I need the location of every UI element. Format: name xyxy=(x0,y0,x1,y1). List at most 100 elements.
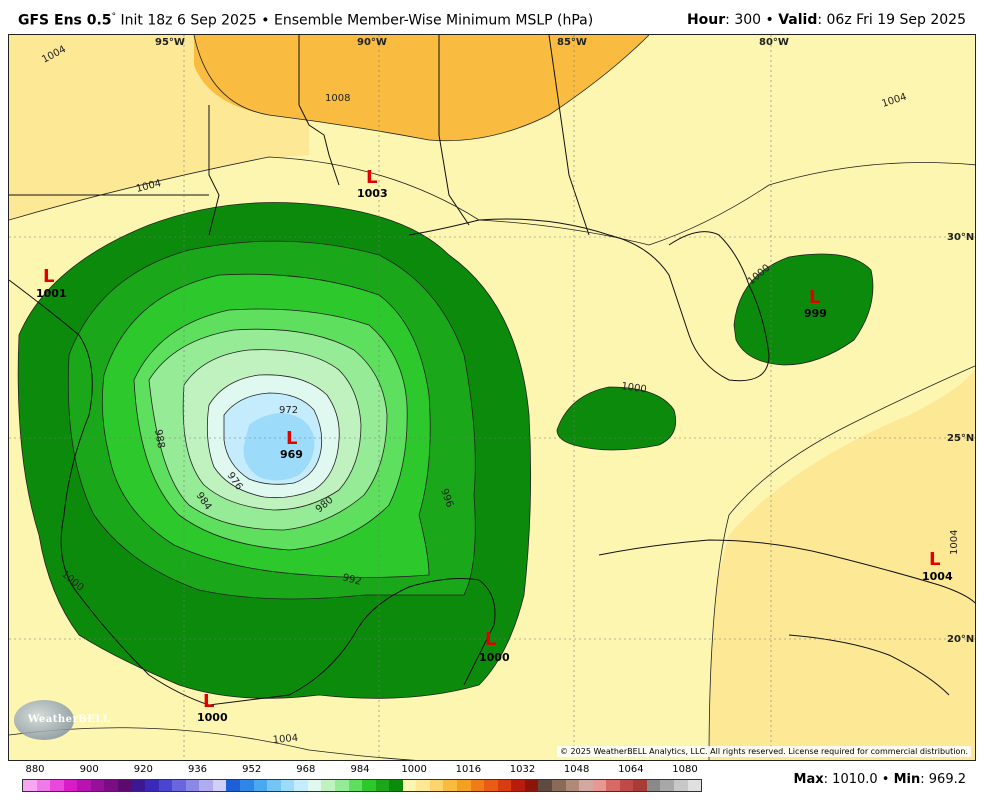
low-symbol: L xyxy=(485,629,496,650)
colorbar-swatch xyxy=(131,780,146,791)
colorbar-swatch xyxy=(389,780,403,791)
colorbar-swatch xyxy=(565,780,580,791)
map-header: GFS Ens 0.5° Init 18z 6 Sep 2025 • Ensem… xyxy=(0,0,984,34)
colorbar-swatch xyxy=(375,780,390,791)
colorbar-label: 1080 xyxy=(672,764,698,775)
colorbar-label: 1048 xyxy=(563,764,590,775)
low-symbol: L xyxy=(286,428,297,449)
colorbar-swatch xyxy=(484,780,498,791)
low-pressure-marker: L 999 xyxy=(804,287,827,320)
valid-separator: • xyxy=(765,12,774,28)
colorbar-swatch xyxy=(307,780,322,791)
coastlines xyxy=(9,35,975,706)
colorbar-swatch xyxy=(416,780,430,791)
valid-label: Valid xyxy=(778,12,818,28)
colorbar-swatch xyxy=(280,780,295,791)
colorbar-swatch xyxy=(402,780,417,791)
colorbar-swatch xyxy=(63,780,78,791)
contour-lines xyxy=(9,35,975,760)
hour-label: Hour xyxy=(686,12,726,28)
min-value: : 969.2 xyxy=(920,772,966,787)
model-name: GFS Ens 0.5 xyxy=(18,12,112,29)
colorbar-swatch xyxy=(511,780,525,791)
low-pressure-marker: L 1000 xyxy=(197,691,228,724)
low-symbol: L xyxy=(929,549,940,570)
contour-label: 988 xyxy=(152,429,166,450)
lat-label-30n: 30°N xyxy=(947,232,974,243)
colorbar-swatch xyxy=(429,780,444,791)
colorbar-label: 968 xyxy=(296,764,316,775)
map-panel[interactable]: 95°W 90°W 85°W 80°W 30°N 25°N 20°N 1004 … xyxy=(8,34,976,761)
contour-center xyxy=(243,413,315,481)
contour-label: 1008 xyxy=(325,93,350,104)
valid-value: : 06z Fri 19 Sep 2025 xyxy=(817,12,966,28)
colorbar-label: 1032 xyxy=(509,764,536,775)
colorbar-labels: 880 900 920 936 952 968 984 1000 1016 1032 1048 106… xyxy=(20,764,710,778)
low-value: 1000 xyxy=(479,651,510,664)
max-value: : 1010.0 xyxy=(823,772,878,787)
colorbar-label: 880 xyxy=(25,764,45,775)
colorbar-swatch xyxy=(90,780,105,791)
contour-label: 992 xyxy=(341,572,362,588)
colorbar-swatch xyxy=(470,780,485,791)
max-min-stats: Max: 1010.0 • Min: 969.2 xyxy=(794,772,966,787)
colorbar-swatch xyxy=(687,780,702,791)
colorbar-swatch xyxy=(240,780,254,791)
colorbar-label: 952 xyxy=(242,764,262,775)
low-symbol: L xyxy=(366,167,377,188)
colorbar-label: 1000 xyxy=(401,764,427,775)
graticule xyxy=(9,35,975,760)
colorbar-swatch xyxy=(212,780,227,791)
contour-label: 1000 xyxy=(621,381,648,395)
low-value: 999 xyxy=(804,307,827,320)
colorbar-swatch xyxy=(145,780,159,791)
colorbar-swatch xyxy=(77,780,91,791)
colorbar-swatch xyxy=(633,780,647,791)
title-separator: • xyxy=(261,12,270,29)
colorbar-swatch xyxy=(348,780,363,791)
low-pressure-marker: L 1003 xyxy=(357,167,388,200)
colorbar-swatches xyxy=(22,779,702,792)
colorbar-swatch xyxy=(185,780,200,791)
low-value: 1004 xyxy=(922,570,953,583)
colorbar-label: 900 xyxy=(79,764,99,775)
degree-symbol: ° xyxy=(111,12,117,22)
colorbar-swatch xyxy=(551,780,566,791)
colorbar-swatch xyxy=(362,780,376,791)
low-value: 1000 xyxy=(197,711,228,724)
colorbar-label: 920 xyxy=(133,764,153,775)
low-value: 1001 xyxy=(36,287,67,300)
stats-separator: • xyxy=(881,772,890,787)
colorbar-swatch xyxy=(172,780,186,791)
colorbar-swatch xyxy=(117,780,132,791)
low-symbol: L xyxy=(203,691,214,712)
colorbar-swatch xyxy=(199,780,213,791)
low-pressure-marker: L 1004 xyxy=(922,549,953,583)
colorbar-swatch xyxy=(50,780,64,791)
low-pressure-marker: L 1001 xyxy=(36,266,67,300)
colorbar-swatch xyxy=(538,780,552,791)
color-legend: 880 900 920 936 952 968 984 1000 1016 1032 1048 106… xyxy=(20,764,710,804)
colorbar-swatch xyxy=(497,780,512,791)
map-title: GFS Ens 0.5° Init 18z 6 Sep 2025 • Ensem… xyxy=(18,12,593,29)
colorbar-swatch xyxy=(524,780,539,791)
colorbar-swatch xyxy=(294,780,308,791)
colorbar-swatch xyxy=(334,780,349,791)
product-name: Ensemble Member-Wise Minimum MSLP (hPa) xyxy=(273,12,594,29)
colorbar-label: 1016 xyxy=(455,764,482,775)
pressure-map: 95°W 90°W 85°W 80°W 30°N 25°N 20°N 1004 … xyxy=(9,35,975,760)
colorbar-swatch xyxy=(321,780,335,791)
colorbar-label: 1064 xyxy=(618,764,644,775)
green-blob-atlantic xyxy=(734,253,873,365)
colorbar-swatch xyxy=(226,780,240,791)
contour-label: 972 xyxy=(279,405,298,416)
low-symbol: L xyxy=(809,287,820,308)
colorbar-label: 984 xyxy=(350,764,370,775)
colorbar-swatch xyxy=(23,780,37,791)
min-label: Min xyxy=(893,772,921,787)
colorbar-swatch xyxy=(674,780,688,791)
colorbar-swatch xyxy=(104,780,118,791)
lon-label-90w: 90°W xyxy=(357,37,387,48)
low-value: 969 xyxy=(280,448,303,461)
lat-label-25n: 25°N xyxy=(947,433,974,444)
